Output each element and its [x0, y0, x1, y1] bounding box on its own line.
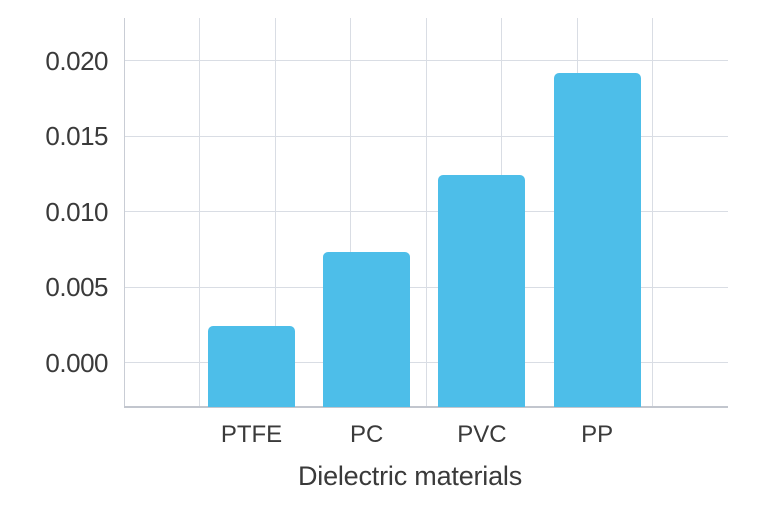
y-axis-line	[123, 18, 125, 407]
x-tick-label: PTFE	[220, 421, 283, 448]
y-tick-label: 0.010	[45, 196, 108, 227]
horizontal-gridline	[124, 60, 728, 61]
x-axis-line	[124, 406, 728, 408]
horizontal-gridline	[124, 286, 728, 288]
bar-pvc	[438, 175, 526, 407]
x-tick-label: PP	[581, 421, 614, 448]
x-tick-label: PVC	[457, 421, 507, 448]
y-tick-label: 0.015	[45, 121, 108, 151]
x-axis-title: Dielectric materials	[297, 461, 523, 491]
horizontal-gridline	[124, 362, 728, 363]
y-tick-label: 0.000	[45, 347, 108, 378]
vertical-gridline	[652, 18, 653, 407]
vertical-gridline	[350, 18, 351, 407]
horizontal-gridline	[124, 211, 728, 212]
vertical-gridline	[274, 18, 276, 407]
x-tick-label: PC	[350, 421, 384, 448]
y-tick-label: 0.020	[45, 45, 108, 76]
vertical-gridline	[199, 18, 200, 407]
vertical-gridline	[425, 18, 427, 407]
horizontal-gridline	[124, 135, 728, 137]
bar-pp	[553, 72, 641, 407]
y-tick-label: 0.005	[45, 272, 108, 302]
bar-pc	[323, 252, 411, 407]
bar-ptfe	[208, 326, 295, 407]
